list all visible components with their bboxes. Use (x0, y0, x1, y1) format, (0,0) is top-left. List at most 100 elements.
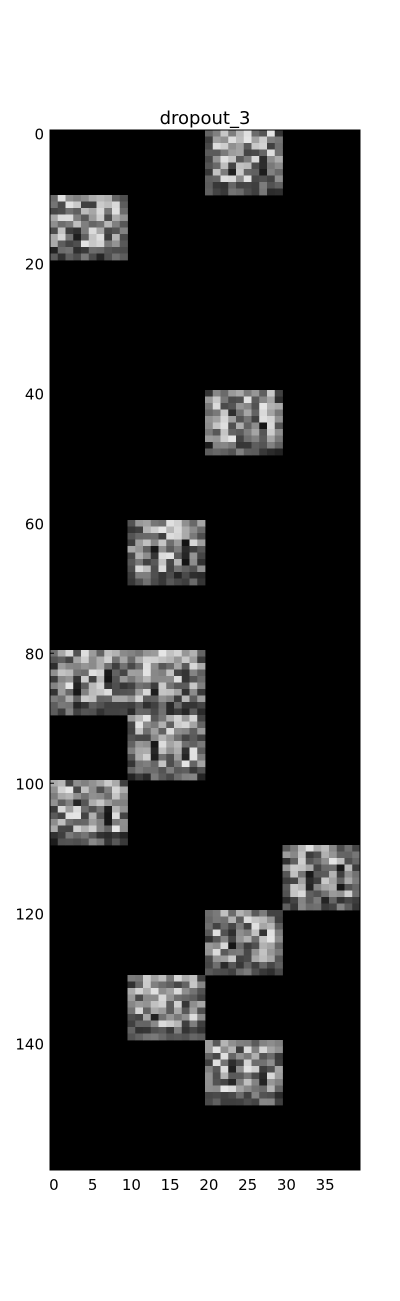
heatmap-cell (236, 968, 245, 976)
heatmap-cell (119, 208, 128, 215)
heatmap-cell (228, 1066, 237, 1073)
heatmap-cell (220, 1040, 229, 1047)
heatmap-cell (344, 884, 353, 891)
heatmap-cell (135, 520, 144, 527)
heatmap-cell (274, 1059, 283, 1067)
heatmap-cell (228, 169, 237, 176)
heatmap-cell (212, 169, 221, 176)
heatmap-cell (259, 143, 268, 150)
heatmap-cell (259, 1053, 268, 1060)
heatmap-cell (197, 741, 206, 748)
heatmap-cell (119, 806, 128, 813)
heatmap-cell (243, 143, 252, 150)
heatmap-cell (197, 650, 206, 657)
x-axis: 0 5 10 15 20 25 30 35 (49, 1166, 335, 1194)
heatmap-cell (88, 214, 97, 222)
heatmap-cell (181, 552, 190, 560)
heatmap-cell (135, 747, 144, 755)
heatmap-cell (189, 559, 198, 566)
heatmap-cell (143, 1014, 152, 1021)
heatmap-cell (228, 156, 237, 163)
heatmap-cell (181, 533, 190, 540)
heatmap-cell (112, 195, 121, 202)
heatmap-cell (158, 1014, 167, 1021)
heatmap-cell (212, 949, 221, 956)
heatmap-cell (73, 793, 82, 800)
heatmap-cell (298, 858, 307, 865)
heatmap-cell (127, 695, 136, 703)
heatmap-cell (174, 734, 183, 742)
heatmap-cell (135, 526, 144, 534)
heatmap-cell (150, 526, 159, 534)
heatmap-cell (158, 741, 167, 748)
heatmap-cell (112, 780, 121, 787)
heatmap-cell (259, 130, 268, 137)
heatmap-cell (150, 981, 159, 989)
heatmap-cell (119, 695, 128, 703)
heatmap-cell (158, 552, 167, 560)
heatmap-cell (81, 799, 90, 807)
heatmap-cell (282, 858, 291, 865)
heatmap-cell (50, 780, 59, 787)
heatmap-cell (282, 897, 291, 904)
heatmap-cell (259, 422, 268, 430)
heatmap-cell (65, 201, 74, 209)
heatmap-cell (344, 871, 353, 878)
heatmap-cell (212, 429, 221, 436)
heatmap-cell (181, 663, 190, 670)
heatmap-cell (96, 208, 105, 215)
heatmap-cell (81, 812, 90, 820)
heatmap-cell (65, 825, 74, 833)
heatmap-cell (150, 1001, 159, 1008)
heatmap-cell (189, 1020, 198, 1028)
heatmap-cell (88, 669, 97, 677)
heatmap-cell (259, 1072, 268, 1080)
heatmap-cell (174, 747, 183, 755)
heatmap-cell (65, 656, 74, 664)
heatmap-cell (150, 975, 159, 982)
x-tick-label: 0 (49, 1176, 59, 1194)
heatmap-cell (251, 962, 260, 969)
heatmap-cell (65, 663, 74, 670)
heatmap-cell (251, 162, 260, 170)
heatmap-cell (259, 968, 268, 976)
heatmap-cell (73, 240, 82, 248)
heatmap-cell (158, 1007, 167, 1015)
heatmap-cell (166, 767, 175, 774)
heatmap-cell (336, 884, 345, 891)
heatmap-cell (135, 975, 144, 982)
heatmap-cell (119, 689, 128, 696)
heatmap-cell (88, 786, 97, 794)
heatmap-cell (150, 988, 159, 995)
heatmap-cell (267, 910, 276, 917)
heatmap-cell (158, 760, 167, 768)
heatmap-cell (251, 169, 260, 176)
heatmap-cell (150, 715, 159, 722)
heatmap-cell (81, 832, 90, 839)
heatmap-cell (158, 546, 167, 553)
heatmap-cell (96, 819, 105, 826)
heatmap-cell (135, 650, 144, 657)
heatmap-cell (267, 968, 276, 976)
heatmap-cell (88, 195, 97, 202)
heatmap-cell (57, 676, 66, 683)
heatmap-cell (181, 702, 190, 709)
heatmap-cell (267, 1040, 276, 1047)
heatmap-cell (220, 929, 229, 937)
heatmap-cell (135, 715, 144, 722)
heatmap-cell (274, 143, 283, 150)
heatmap-cell (321, 851, 330, 859)
heatmap-cell (220, 923, 229, 930)
heatmap-cell (96, 240, 105, 248)
heatmap-cell (236, 175, 245, 183)
heatmap-cell (104, 825, 113, 833)
heatmap-cell (259, 1079, 268, 1086)
heatmap-cell (220, 442, 229, 449)
heatmap-cell (282, 884, 291, 891)
heatmap-cell (88, 208, 97, 215)
heatmap-cell (197, 526, 206, 534)
heatmap-cell (127, 546, 136, 553)
heatmap-cell (189, 572, 198, 579)
heatmap-cell (174, 1020, 183, 1028)
heatmap-cell (189, 1014, 198, 1021)
